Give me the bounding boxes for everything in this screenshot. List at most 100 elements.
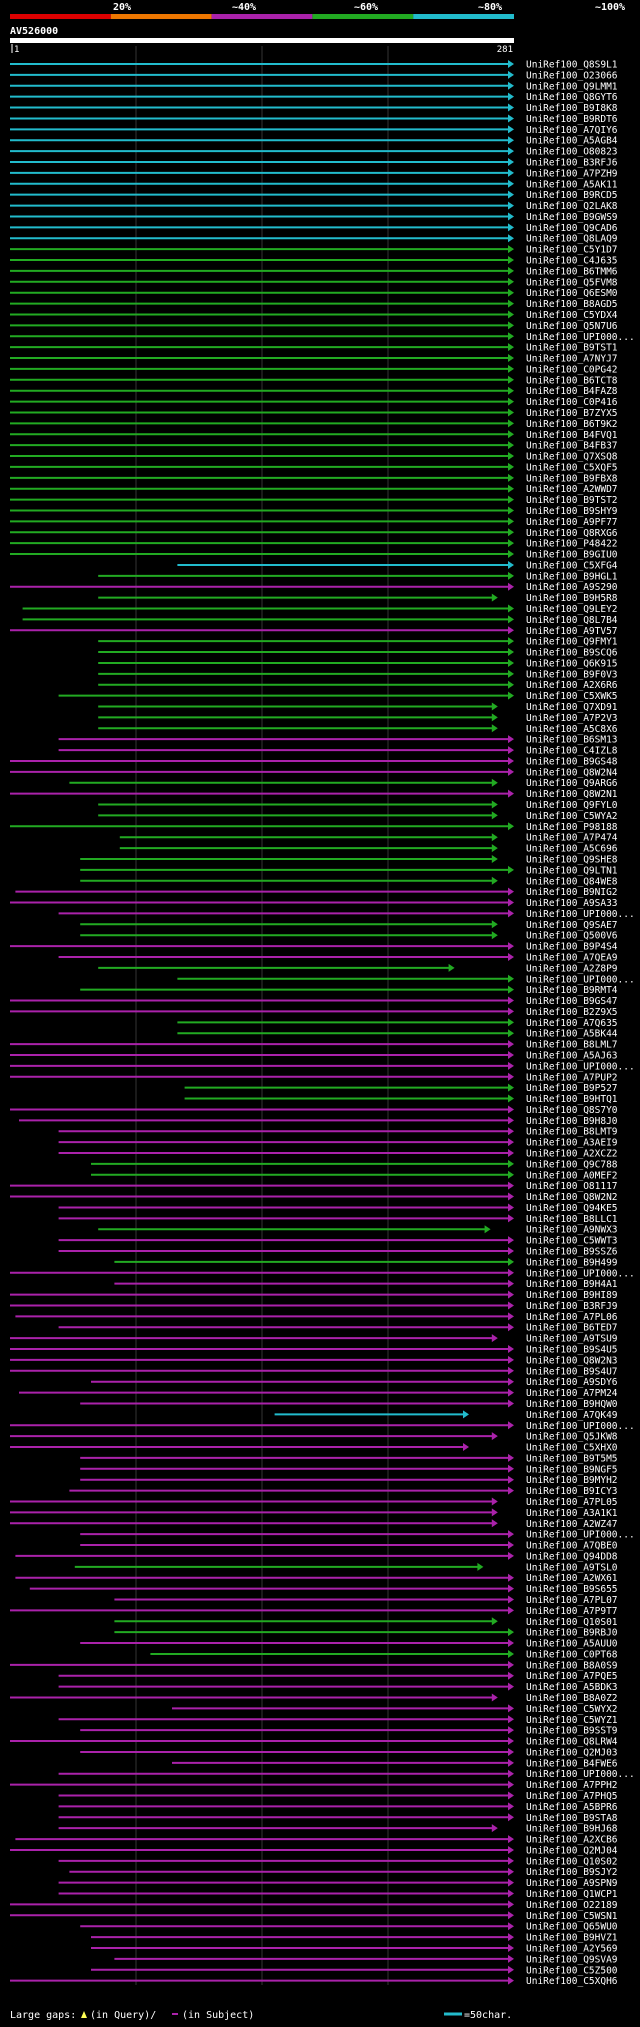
hit-label: UniRef100_Q9LTN1 [526, 865, 618, 876]
hit-arrow [508, 1323, 514, 1332]
hit-label: UniRef100_B9SSZ6 [526, 1247, 618, 1258]
hit-label: UniRef100_C5WYA2 [526, 811, 618, 822]
hit-arrow [463, 1443, 469, 1452]
hit-label: UniRef100_Q9SVA9 [526, 1954, 618, 1965]
hit-label: UniRef100_B8LLC1 [526, 1214, 618, 1225]
hit-label: UniRef100_Q5FVM8 [526, 277, 618, 288]
hit-arrow [508, 212, 514, 221]
hit-arrow [508, 1595, 514, 1604]
hit-arrow [508, 1061, 514, 1070]
hit-arrow [508, 441, 514, 450]
hit-label: UniRef100_Q10S01 [526, 1617, 618, 1628]
hit-arrow [508, 1421, 514, 1430]
hit-arrow [508, 1138, 514, 1147]
hit-arrow [491, 920, 498, 929]
hit-arrow [491, 876, 498, 885]
hit-arrow [508, 571, 514, 580]
hit-label: UniRef100_A5C8X6 [526, 724, 618, 735]
hit-label: UniRef100_C5XQF5 [526, 462, 618, 473]
hit-label: UniRef100_Q9FMY1 [526, 637, 618, 648]
hit-arrow [508, 1573, 514, 1582]
footer-gaps-label: Large gaps: [10, 2010, 76, 2021]
hit-arrow [491, 811, 498, 820]
hit-arrow [508, 1355, 514, 1364]
hit-label: UniRef100_C5XFG4 [526, 560, 618, 571]
hit-arrow [508, 92, 514, 101]
hit-label: UniRef100_A7PM24 [526, 1388, 618, 1399]
hit-arrow [508, 354, 514, 363]
hit-arrow [508, 1541, 514, 1550]
hit-arrow [508, 1072, 514, 1081]
hit-label: UniRef100_B4FWE6 [526, 1758, 618, 1769]
hit-arrow [508, 1922, 514, 1931]
hit-label: UniRef100_B9RBJ0 [526, 1628, 618, 1639]
hit-arrow [491, 1334, 498, 1343]
hit-label: UniRef100_Q84WE8 [526, 876, 618, 887]
hit-label: UniRef100_B9SJY2 [526, 1867, 618, 1878]
hit-arrow [508, 1301, 514, 1310]
hit-arrow [491, 1508, 498, 1517]
hit-label: UniRef100_B9P4S4 [526, 942, 618, 953]
hit-label: UniRef100_A7P9T7 [526, 1606, 618, 1617]
hit-arrow [491, 1519, 498, 1528]
hit-label: UniRef100_B9RMT4 [526, 985, 618, 996]
hit-arrow [508, 822, 514, 831]
hit-label: UniRef100_B3RFJ9 [526, 1301, 618, 1312]
hit-arrow [508, 419, 514, 428]
hit-label: UniRef100_B7ZYX5 [526, 408, 618, 419]
hit-label: UniRef100_B9T5M5 [526, 1453, 618, 1464]
hit-label: UniRef100_A7P2V3 [526, 713, 618, 724]
query-bar [10, 38, 514, 43]
hit-arrow [508, 1976, 514, 1985]
hit-arrow [508, 550, 514, 559]
hit-label: UniRef100_A7PHQ5 [526, 1791, 618, 1802]
identity-scale-label: 20% [113, 2, 131, 13]
hit-label: UniRef100_C5XHX0 [526, 1443, 618, 1454]
hit-label: UniRef100_A7PUP2 [526, 1072, 618, 1083]
hit-label: UniRef100_Q10S02 [526, 1856, 618, 1867]
hit-arrow [508, 1715, 514, 1724]
hit-label: UniRef100_A7PL06 [526, 1312, 618, 1323]
hit-arrow [508, 539, 514, 548]
hit-arrow [508, 1900, 514, 1909]
hit-arrow [508, 637, 514, 646]
hit-label: UniRef100_B9F0V3 [526, 669, 618, 680]
hit-arrow [508, 1279, 514, 1288]
hit-arrow [491, 931, 498, 940]
hit-arrow [508, 767, 514, 776]
hit-label: UniRef100_B9H4A1 [526, 1279, 618, 1290]
hit-label: UniRef100_A3AEI9 [526, 1138, 618, 1149]
hit-arrow [508, 735, 514, 744]
hit-label: UniRef100_A2WWD7 [526, 484, 618, 495]
hit-arrow [508, 1747, 514, 1756]
hit-arrow [508, 1159, 514, 1168]
footer-scale-label: =50char. [464, 2010, 512, 2021]
identity-scale-band-green [312, 14, 414, 19]
hit-arrow [508, 669, 514, 678]
hit-label: UniRef100_B9S4U7 [526, 1366, 618, 1377]
hit-label: UniRef100_A7QIY6 [526, 125, 618, 136]
hit-arrow [508, 1247, 514, 1256]
hit-arrow [508, 430, 514, 439]
footer-gaps-subject: (in Subject) [182, 2010, 254, 2021]
hit-label: UniRef100_A7PL05 [526, 1497, 618, 1508]
hit-arrow [508, 985, 514, 994]
hit-arrow [491, 854, 498, 863]
hit-arrow [508, 1965, 514, 1974]
hit-arrow [508, 452, 514, 461]
hit-arrow [508, 179, 514, 188]
hit-arrow [508, 1856, 514, 1865]
hit-arrow [508, 70, 514, 79]
hit-label: UniRef100_B9ICY3 [526, 1486, 618, 1497]
hit-arrow [508, 1127, 514, 1136]
hit-label: UniRef100_B2Z9X5 [526, 1007, 618, 1018]
hit-label: UniRef100_B9NIG2 [526, 887, 618, 898]
hit-label: UniRef100_C5XWK5 [526, 691, 618, 702]
hit-label: UniRef100_A9TV57 [526, 626, 618, 637]
hit-arrow [508, 256, 514, 265]
identity-scale-label: ~80% [478, 2, 502, 13]
hit-arrow [508, 1203, 514, 1212]
hit-label: UniRef100_C5WSN1 [526, 1911, 618, 1922]
hit-arrow [508, 1181, 514, 1190]
hit-arrow [508, 789, 514, 798]
